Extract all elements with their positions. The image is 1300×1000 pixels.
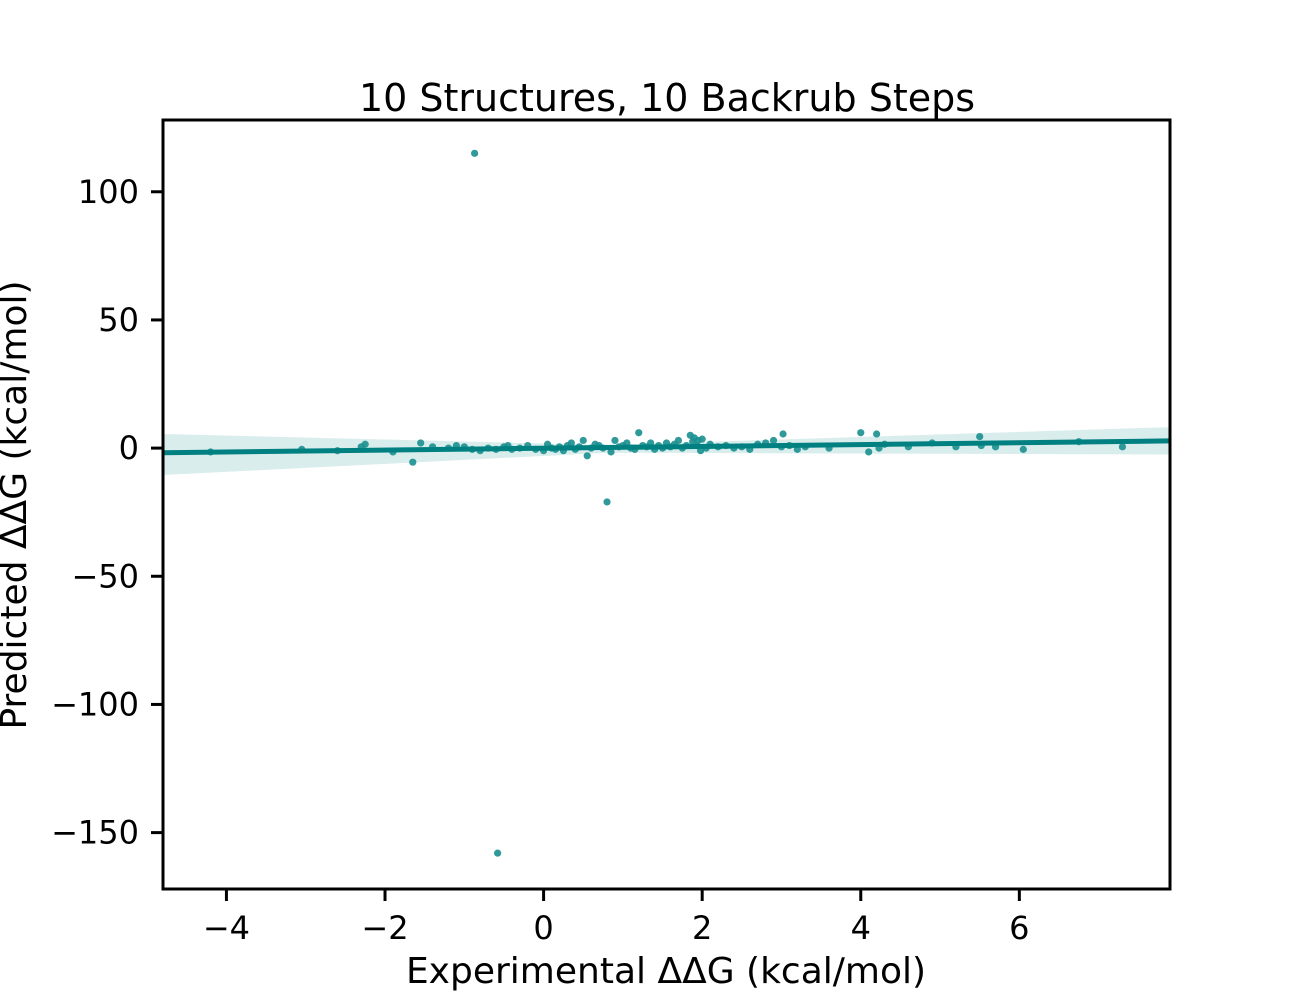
data-point bbox=[865, 448, 873, 456]
data-point bbox=[857, 429, 865, 437]
data-point bbox=[611, 436, 619, 445]
x-tick-label: 0 bbox=[533, 909, 553, 947]
y-tick-label: 0 bbox=[119, 429, 139, 467]
data-point bbox=[567, 439, 575, 447]
y-tick-label: 50 bbox=[98, 301, 139, 339]
y-tick-label: −50 bbox=[71, 557, 139, 595]
x-axis-label: Experimental ΔΔG (kcal/mol) bbox=[406, 951, 926, 992]
regression-line bbox=[162, 438, 1171, 456]
data-point bbox=[583, 452, 591, 460]
y-axis-label: Predicted ΔΔG (kcal/mol) bbox=[0, 280, 35, 729]
confidence-band bbox=[163, 427, 1170, 476]
plot-area bbox=[162, 149, 1171, 857]
x-tick-label: 6 bbox=[1009, 909, 1029, 947]
data-point bbox=[1118, 443, 1127, 451]
axes-frame bbox=[161, 118, 1172, 891]
data-point bbox=[1019, 445, 1027, 453]
data-point bbox=[494, 849, 502, 857]
data-point bbox=[698, 435, 706, 443]
data-point bbox=[873, 430, 881, 438]
data-point bbox=[976, 432, 984, 441]
data-point bbox=[579, 436, 587, 445]
data-point bbox=[417, 439, 425, 447]
chart-title: 10 Structures, 10 Backrub Steps bbox=[359, 76, 975, 120]
data-point bbox=[409, 458, 417, 466]
y-tick-label: −150 bbox=[51, 814, 139, 852]
x-tick-label: −2 bbox=[361, 909, 408, 947]
data-point bbox=[769, 436, 778, 445]
axis-ticks: −4 −2 0 2 4 6 −150 −100 −50 0 50 100 bbox=[51, 173, 1029, 947]
data-point bbox=[635, 429, 643, 437]
y-tick-label: −100 bbox=[51, 685, 139, 723]
data-point bbox=[779, 430, 787, 438]
x-tick-label: −4 bbox=[203, 909, 250, 947]
data-point bbox=[471, 149, 479, 157]
data-point bbox=[603, 498, 611, 506]
data-point bbox=[674, 436, 682, 445]
data-point bbox=[607, 448, 615, 456]
x-tick-label: 2 bbox=[692, 909, 712, 947]
x-tick-label: 4 bbox=[851, 909, 871, 947]
y-tick-label: 100 bbox=[78, 173, 139, 211]
